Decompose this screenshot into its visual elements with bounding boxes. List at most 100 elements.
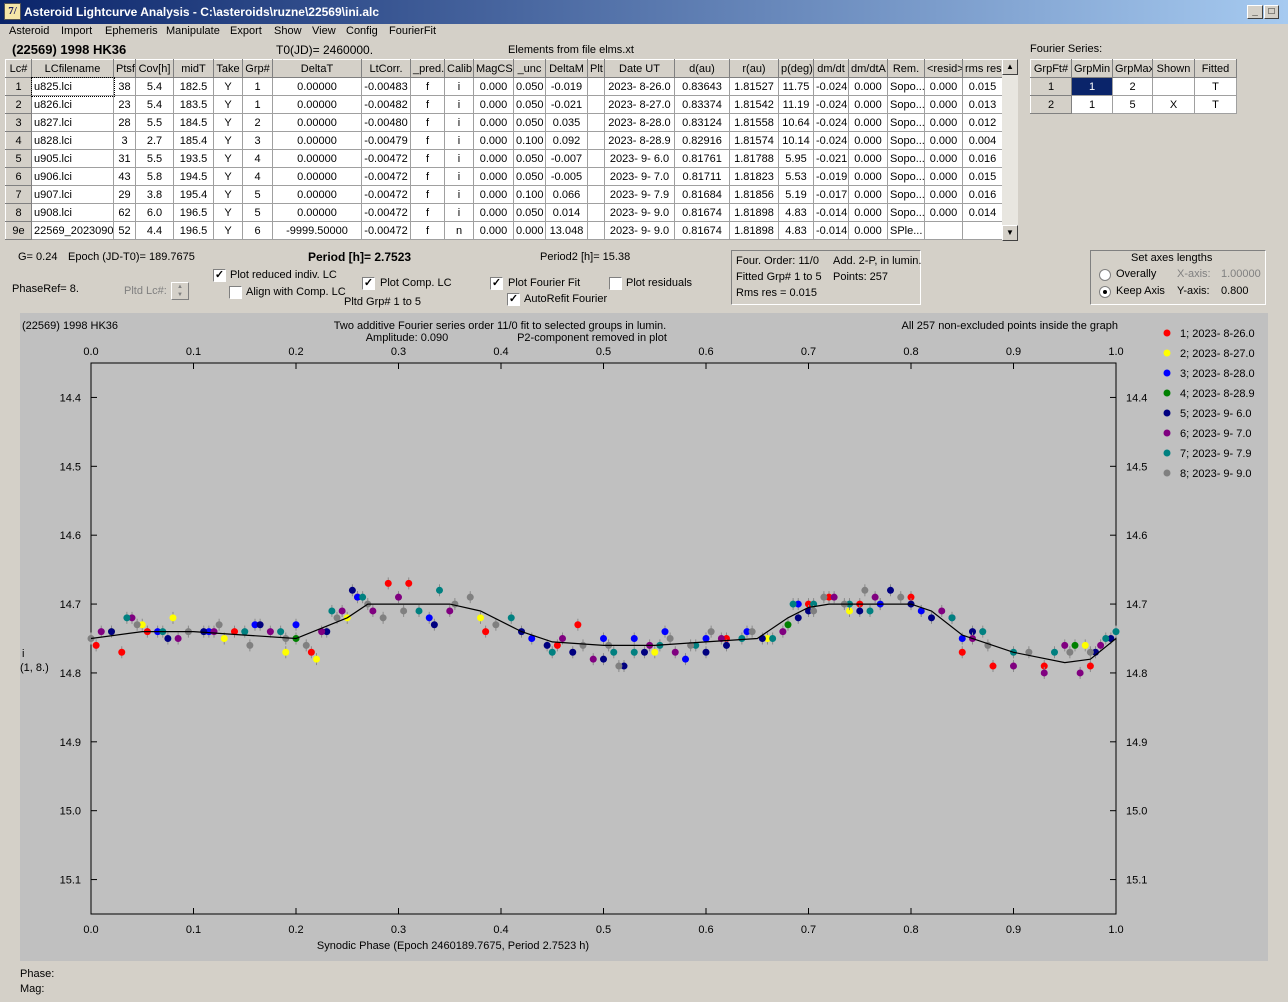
- table-cell[interactable]: 52: [113, 221, 136, 240]
- column-header[interactable]: _pred.: [410, 59, 445, 78]
- table-cell[interactable]: [587, 113, 605, 132]
- table-cell[interactable]: 0.000: [848, 149, 888, 168]
- table-cell[interactable]: 185.4: [173, 131, 214, 150]
- table-cell[interactable]: u905.lci: [31, 149, 114, 168]
- table-cell[interactable]: 4: [242, 167, 273, 186]
- table-cell[interactable]: 0.00000: [272, 113, 362, 132]
- table-cell[interactable]: Y: [213, 185, 243, 204]
- table-cell[interactable]: 0.000: [924, 95, 963, 114]
- table-cell[interactable]: 193.5: [173, 149, 214, 168]
- fourier-table[interactable]: GrpFt# GrpMin GrpMax Shown Fitted 1 1 2 T 2 1 5 X T: [1030, 59, 1237, 114]
- column-header[interactable]: DeltaT: [272, 59, 362, 78]
- table-cell[interactable]: 23: [113, 95, 136, 114]
- table-cell[interactable]: -0.00472: [361, 149, 411, 168]
- column-header[interactable]: Cov[h]: [135, 59, 174, 78]
- menu-config[interactable]: Config: [346, 25, 378, 37]
- table-cell[interactable]: f: [410, 77, 445, 96]
- table-cell[interactable]: u826.lci: [31, 95, 114, 114]
- table-cell[interactable]: f: [410, 185, 445, 204]
- table-cell[interactable]: i: [444, 167, 474, 186]
- column-header[interactable]: Calib.: [444, 59, 474, 78]
- table-cell[interactable]: i: [444, 131, 474, 150]
- table-cell[interactable]: Sopo...: [887, 203, 925, 222]
- table-cell[interactable]: [587, 203, 605, 222]
- table-cell[interactable]: -0.00483: [361, 77, 411, 96]
- table-cell[interactable]: 6: [242, 221, 273, 240]
- table-cell[interactable]: 43: [113, 167, 136, 186]
- column-header[interactable]: d(au): [674, 59, 730, 78]
- table-cell[interactable]: 0.000: [924, 149, 963, 168]
- table-cell[interactable]: 0.00000: [272, 149, 362, 168]
- table-cell[interactable]: 5.95: [778, 149, 814, 168]
- phaseref-value[interactable]: PhaseRef= 8.: [12, 283, 79, 295]
- table-cell[interactable]: Sopo...: [887, 113, 925, 132]
- table-cell[interactable]: 0.004: [962, 131, 1003, 150]
- table-cell[interactable]: Sopo...: [887, 185, 925, 204]
- table-cell[interactable]: 0.000: [473, 95, 514, 114]
- table-cell[interactable]: 0.000: [473, 203, 514, 222]
- spin-up-icon[interactable]: ▲: [177, 284, 183, 290]
- row-header[interactable]: 3: [5, 113, 32, 132]
- table-cell[interactable]: f: [410, 149, 445, 168]
- table-cell[interactable]: 2023- 8-26.0: [604, 77, 675, 96]
- column-header[interactable]: dm/dt: [813, 59, 849, 78]
- x-axis-value[interactable]: 1.00000: [1221, 268, 1261, 280]
- table-cell[interactable]: 2023- 9- 6.0: [604, 149, 675, 168]
- column-header[interactable]: p(deg): [778, 59, 814, 78]
- table-cell[interactable]: 11.75: [778, 77, 814, 96]
- row-header[interactable]: 4: [5, 131, 32, 150]
- menu-asteroid[interactable]: Asteroid: [9, 25, 50, 37]
- table-cell[interactable]: 1.81856: [729, 185, 779, 204]
- table-cell[interactable]: -0.00472: [361, 185, 411, 204]
- table-cell[interactable]: 4.4: [135, 221, 174, 240]
- table-cell[interactable]: -0.021: [545, 95, 588, 114]
- table-cell[interactable]: 0.015: [962, 77, 1003, 96]
- table-cell[interactable]: 0.000: [473, 149, 514, 168]
- table-cell[interactable]: 29: [113, 185, 136, 204]
- table-cell[interactable]: f: [410, 221, 445, 240]
- table-cell[interactable]: 31: [113, 149, 136, 168]
- table-cell[interactable]: -0.005: [545, 167, 588, 186]
- table-cell[interactable]: [587, 221, 605, 240]
- table-cell[interactable]: 3.8: [135, 185, 174, 204]
- table-cell[interactable]: 2.7: [135, 131, 174, 150]
- table-row[interactable]: 5 u905.lci 31 5.5 193.5 Y 4 0.00000 -0.00472 f i 0.…: [5, 149, 1003, 168]
- row-header[interactable]: 2: [5, 95, 32, 114]
- table-cell[interactable]: 0.00000: [272, 185, 362, 204]
- table-cell[interactable]: 1: [242, 95, 273, 114]
- table-cell[interactable]: Y: [213, 113, 243, 132]
- table-cell[interactable]: 0.012: [962, 113, 1003, 132]
- table-cell[interactable]: Y: [213, 131, 243, 150]
- table-cell[interactable]: Y: [213, 167, 243, 186]
- table-cell[interactable]: Sopo...: [887, 77, 925, 96]
- table-cell[interactable]: 0.050: [513, 167, 546, 186]
- table-cell[interactable]: 195.4: [173, 185, 214, 204]
- table-cell[interactable]: Sopo...: [887, 131, 925, 150]
- table-cell[interactable]: 196.5: [173, 203, 214, 222]
- table-cell[interactable]: 0.000: [473, 167, 514, 186]
- table-cell[interactable]: 1.81823: [729, 167, 779, 186]
- table-cell[interactable]: Y: [213, 221, 243, 240]
- table-cell[interactable]: Y: [213, 203, 243, 222]
- table-cell[interactable]: 62: [113, 203, 136, 222]
- table-cell[interactable]: [587, 95, 605, 114]
- table-cell[interactable]: -0.014: [813, 203, 849, 222]
- scroll-down-icon[interactable]: ▼: [1002, 225, 1018, 241]
- period2-value[interactable]: Period2 [h]= 15.38: [540, 251, 631, 263]
- table-cell[interactable]: 11.19: [778, 95, 814, 114]
- row-header[interactable]: 6: [5, 167, 32, 186]
- table-cell[interactable]: SPle...: [887, 221, 925, 240]
- table-cell[interactable]: 5.5: [135, 149, 174, 168]
- table-cell[interactable]: 196.5: [173, 221, 214, 240]
- table-cell[interactable]: -0.00482: [361, 95, 411, 114]
- table-cell[interactable]: 2023- 9- 9.0: [604, 203, 675, 222]
- keep-axis-radio[interactable]: [1099, 286, 1111, 298]
- table-cell[interactable]: i: [444, 149, 474, 168]
- period-value[interactable]: Period [h]= 2.7523: [308, 250, 412, 264]
- table-cell[interactable]: 0.00000: [272, 95, 362, 114]
- table-cell[interactable]: 0.00000: [272, 77, 362, 96]
- lightcurve-plot[interactable]: (22569) 1998 HK36 Two additive Fourier s…: [20, 313, 1268, 961]
- table-cell[interactable]: 0.83374: [674, 95, 730, 114]
- column-header[interactable]: LtCorr.: [361, 59, 411, 78]
